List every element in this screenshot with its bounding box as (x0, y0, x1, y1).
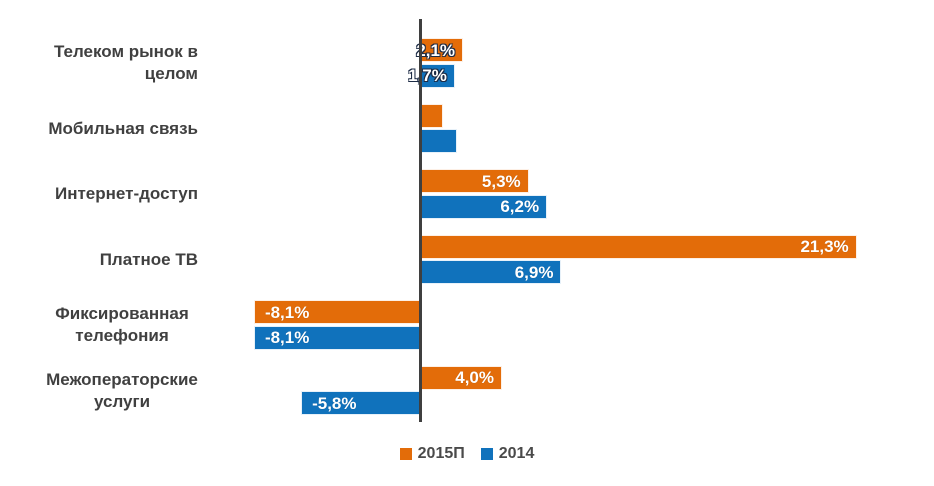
data-label-2014-2: 6,2% (500, 197, 540, 217)
legend-swatch-2014-icon (480, 448, 493, 460)
bar-2014-4: -8,1% (253, 325, 420, 350)
value-axis-line (419, 19, 422, 422)
category-label-4: Фиксированная телефония (55, 304, 189, 345)
legend-item-2014: 2014 (480, 445, 535, 462)
bar-2014-2: 6,2% (420, 194, 548, 219)
legend-label-2015: 2015П (417, 445, 465, 462)
bar-2015П-3: 21,3% (420, 234, 857, 259)
category-label-2: Интернет-доступ (54, 184, 198, 203)
category-label-1: Мобильная связь (48, 118, 198, 138)
bar-2014-0: 1,7% (408, 63, 455, 88)
data-label-2014-5: -5,8% (312, 393, 357, 413)
bar-2015П-0: 2,1% (416, 38, 464, 62)
category-label-3: Платное ТВ (99, 249, 198, 269)
data-label-2014-3: 6,9% (514, 262, 554, 282)
data-label-2014-0: 1,7% (408, 66, 447, 86)
bar-2015П-5: 4,0% (420, 365, 502, 390)
data-label-2015П-4: -8,1% (264, 302, 310, 322)
bar-2014-1 (420, 129, 457, 154)
category-label-0: Телеком рынок в целом (53, 42, 198, 83)
data-label-2015П-3: 21,3% (800, 237, 849, 256)
legend-item-2015: 2015П (399, 445, 465, 462)
legend-swatch-2015-icon (399, 448, 412, 460)
legend-label-2014: 2014 (498, 445, 535, 462)
bar-2015П-2: 5,3% (420, 169, 529, 193)
data-label-2015П-2: 5,3% (481, 171, 521, 191)
bar-2015П-1 (420, 103, 443, 128)
data-label-2014-4: -8,1% (264, 328, 310, 348)
data-label-2015П-5: 4,0% (455, 368, 494, 387)
bar-2015П-4: -8,1% (253, 300, 420, 324)
legend: 2015П 2014 (0, 443, 934, 465)
data-label-2015П-0: 2,1% (416, 40, 456, 60)
category-label-5: Межоператорские услуги (46, 369, 198, 411)
bar-2014-3: 6,9% (420, 260, 562, 285)
bar-2014-5: -5,8% (301, 391, 420, 416)
